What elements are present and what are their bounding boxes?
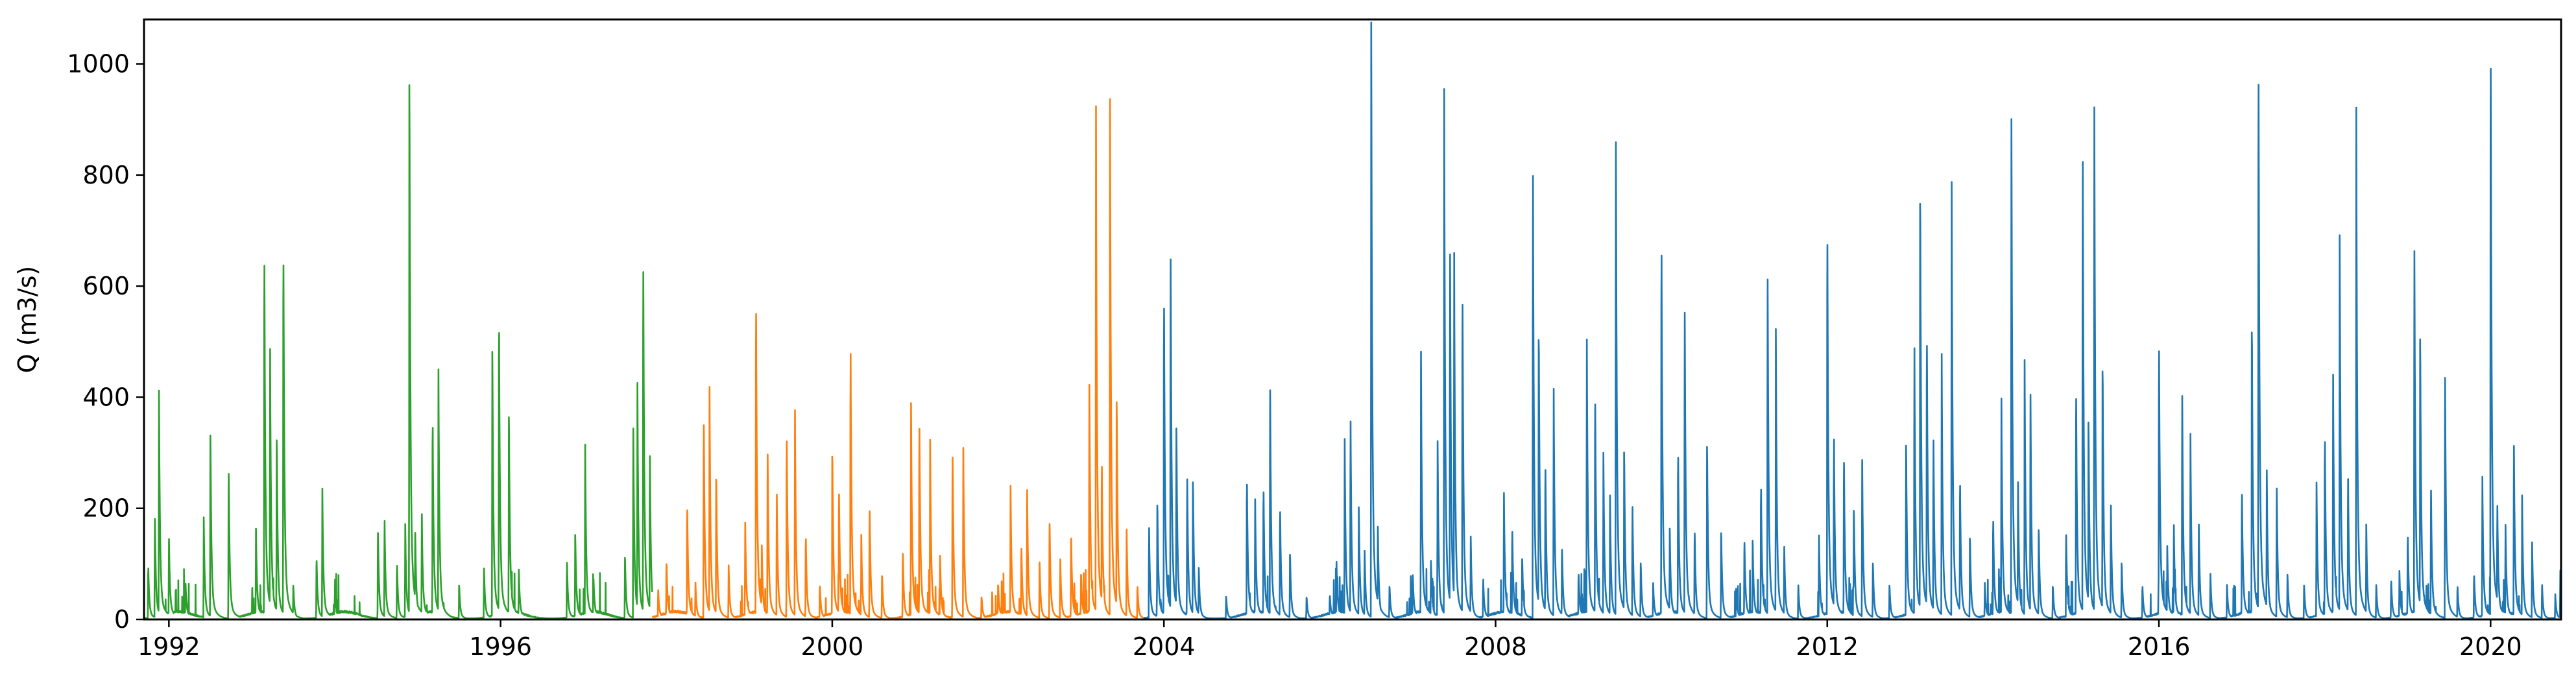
y-tick-label: 200 [82,494,130,523]
discharge-series-2 [651,98,1144,619]
y-tick-label: 0 [114,605,130,634]
y-tick-label: 800 [82,161,130,189]
plot-frame [143,18,2562,621]
series-layer [143,21,2562,619]
x-tick-label: 1992 [138,632,200,661]
y-axis-label: Q (m3/s) [13,266,42,373]
x-tick-label: 2008 [1464,632,1527,661]
x-tick-label: 2000 [801,632,864,661]
y-tick-label: 600 [82,272,130,300]
x-tick-label: 1996 [469,632,532,661]
discharge-series-1 [143,84,653,619]
y-tick-label: 1000 [67,50,130,78]
axes-layer: 1992 1996 2000 2004 2008 2012 2016 2020 0 200 400 6… [67,18,2562,661]
x-tick-label: 2012 [1796,632,1859,661]
x-tick-label: 2020 [2459,632,2522,661]
x-tick-label: 2004 [1133,632,1196,661]
y-tick-label: 400 [82,383,130,411]
x-tick-label: 2016 [2128,632,2191,661]
discharge-series-3 [1142,21,2562,619]
